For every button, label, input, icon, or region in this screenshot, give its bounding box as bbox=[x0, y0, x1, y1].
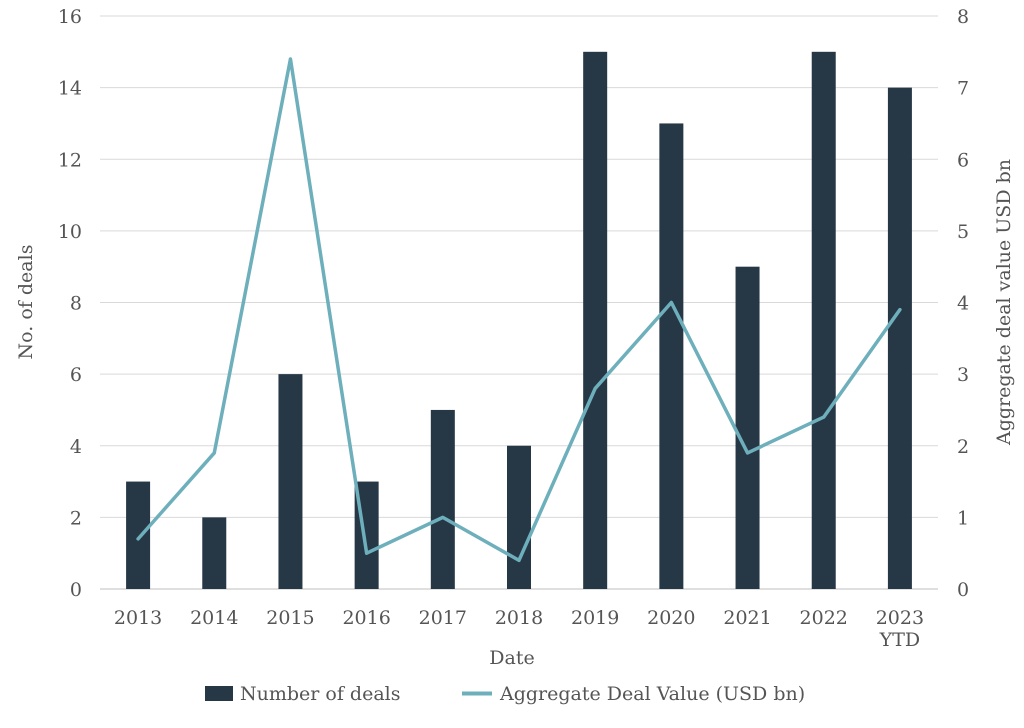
line-point-2023 bbox=[898, 308, 902, 312]
right-tick-label: 1 bbox=[957, 507, 969, 529]
x-tick-label: 2018 bbox=[495, 607, 543, 629]
line-point-2017 bbox=[441, 515, 445, 519]
right-tick-label: 5 bbox=[957, 221, 969, 243]
left-tick-label: 4 bbox=[70, 436, 82, 458]
left-tick-label: 12 bbox=[58, 149, 82, 171]
x-tick-label: 2021 bbox=[723, 607, 771, 629]
line-point-2018 bbox=[517, 558, 521, 562]
bar-2017 bbox=[430, 409, 455, 589]
left-tick-label: 0 bbox=[70, 579, 82, 601]
left-tick-label: 2 bbox=[70, 507, 82, 529]
x-tick-label: 2013 bbox=[114, 607, 162, 629]
gridlines bbox=[100, 15, 938, 590]
left-tick-label: 16 bbox=[58, 6, 82, 28]
bar-series-number-of-deals bbox=[126, 51, 912, 589]
legend-label-number-of-deals: Number of deals bbox=[240, 683, 400, 705]
left-tick-label: 14 bbox=[58, 78, 82, 100]
line-point-2014 bbox=[212, 451, 216, 455]
x-tick-label: 2022 bbox=[800, 607, 848, 629]
bar-2021 bbox=[735, 266, 760, 589]
bar-2018 bbox=[507, 445, 531, 589]
legend: Number of deals Aggregate Deal Value (US… bbox=[205, 683, 805, 705]
right-axis-tick-labels: 0 1 2 3 4 5 6 7 8 bbox=[957, 6, 969, 601]
left-tick-label: 10 bbox=[58, 221, 82, 243]
x-tick-label: 2016 bbox=[342, 607, 390, 629]
line-point-2020 bbox=[669, 301, 673, 304]
right-tick-label: 0 bbox=[957, 579, 969, 601]
left-axis-tick-labels: 0 2 4 6 8 10 12 14 16 bbox=[58, 6, 82, 601]
bar-2015 bbox=[278, 374, 303, 589]
line-point-2019 bbox=[593, 386, 597, 390]
x-tick-label: 2023 YTD bbox=[876, 607, 924, 651]
right-tick-label: 3 bbox=[957, 364, 969, 386]
bar-2020 bbox=[659, 123, 684, 589]
right-axis-title: Aggregate deal value USD bn bbox=[993, 159, 1015, 446]
x-tick-label: 2017 bbox=[419, 607, 467, 629]
right-tick-label: 7 bbox=[957, 78, 969, 100]
bar-2023 bbox=[887, 87, 912, 589]
x-tick-label: 2019 bbox=[571, 607, 619, 629]
legend-swatch-number-of-deals bbox=[205, 686, 233, 701]
x-tick-label: 2015 bbox=[266, 607, 314, 629]
line-point-2021 bbox=[746, 451, 750, 455]
bar-2022 bbox=[811, 51, 836, 589]
line-point-2013 bbox=[136, 537, 140, 541]
right-tick-label: 8 bbox=[957, 6, 969, 28]
x-tick-label: 2014 bbox=[190, 607, 238, 629]
left-tick-label: 6 bbox=[70, 364, 82, 386]
line-point-2022 bbox=[822, 415, 826, 419]
bar-2013 bbox=[126, 481, 151, 589]
right-tick-label: 2 bbox=[957, 436, 969, 458]
line-series-aggregate-deal-value bbox=[136, 57, 902, 563]
line-point-2015 bbox=[288, 57, 292, 61]
legend-label-aggregate-deal-value: Aggregate Deal Value (USD bn) bbox=[499, 683, 805, 705]
left-axis-title: No. of deals bbox=[15, 245, 37, 360]
x-axis-tick-labels: 2013 2014 2015 2016 2017 2018 2019 2020 2021 2022… bbox=[114, 607, 924, 651]
right-tick-label: 4 bbox=[957, 293, 969, 315]
x-tick-label: 2020 bbox=[647, 607, 695, 629]
right-tick-label: 6 bbox=[957, 149, 969, 171]
x-axis-title: Date bbox=[489, 647, 534, 669]
line-point-2016 bbox=[365, 551, 369, 555]
bar-2014 bbox=[202, 517, 227, 589]
left-tick-label: 8 bbox=[70, 293, 82, 315]
bar-2019 bbox=[583, 51, 608, 589]
